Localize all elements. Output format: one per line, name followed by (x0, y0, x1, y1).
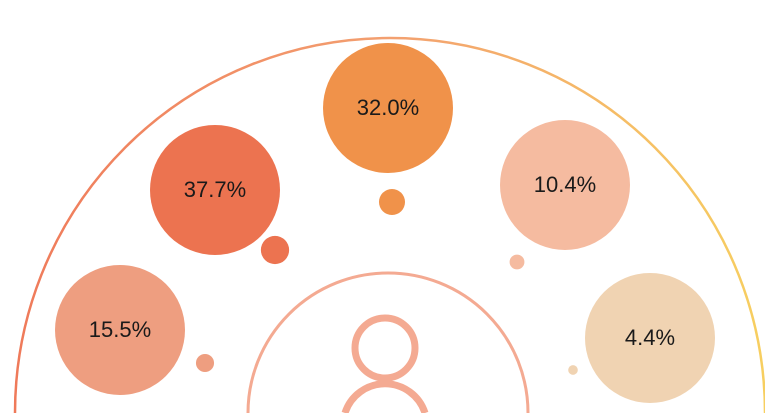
value-label: 10.4% (534, 172, 596, 197)
outer-arc (13, 36, 765, 413)
value-label: 37.7% (184, 177, 246, 202)
dot (195, 353, 215, 373)
person-body (341, 380, 429, 413)
bubble (500, 120, 630, 250)
value-label: 15.5% (89, 317, 151, 342)
bubble (323, 43, 453, 173)
inner-arc (246, 271, 530, 413)
value-label: 4.4% (625, 325, 675, 350)
bubble (55, 265, 185, 395)
bubble (150, 125, 280, 255)
value-label: 32.0% (357, 95, 419, 120)
person-head (351, 314, 419, 382)
dot (568, 365, 578, 375)
dot (509, 254, 525, 270)
dot (378, 188, 406, 216)
dot (260, 235, 290, 265)
bubble (585, 273, 715, 403)
